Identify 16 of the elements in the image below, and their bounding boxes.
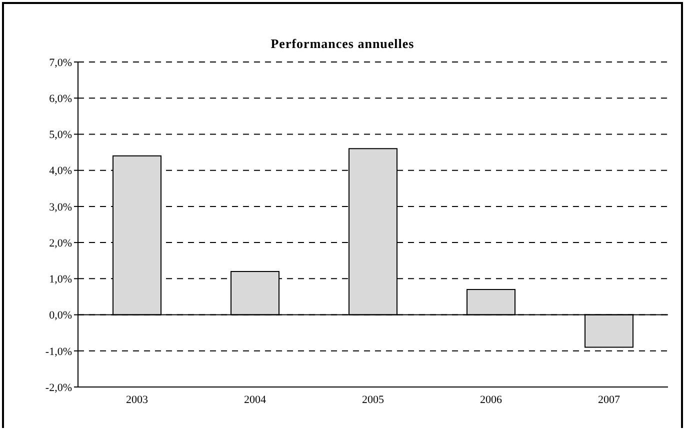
x-tick-label: 2006 [480,394,502,406]
y-tick-label: 0,0% [49,310,72,322]
x-tick-label: 2004 [244,394,266,406]
x-tick-label: 2003 [126,394,148,406]
y-tick-label: 7,0% [49,56,72,69]
y-tick-label: -1,0% [45,346,72,358]
chart-title: Performances annuelles [270,36,416,52]
y-tick-label: 5,0% [49,129,72,142]
y-tick-label: 6,0% [49,93,72,106]
x-tick-label: 2005 [362,394,384,406]
y-tick-label: 1,0% [49,274,72,286]
x-tick-label: 2007 [598,394,620,406]
y-tick-label: 3,0% [49,201,72,214]
y-tick-label: 4,0% [49,165,72,178]
y-tick-label: 2,0% [49,237,72,250]
y-tick-label: -2,0% [45,382,72,394]
